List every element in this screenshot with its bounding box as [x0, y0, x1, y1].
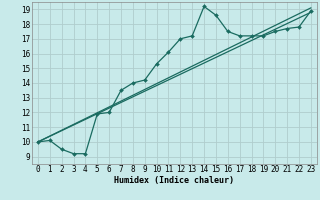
X-axis label: Humidex (Indice chaleur): Humidex (Indice chaleur) [115, 176, 234, 185]
